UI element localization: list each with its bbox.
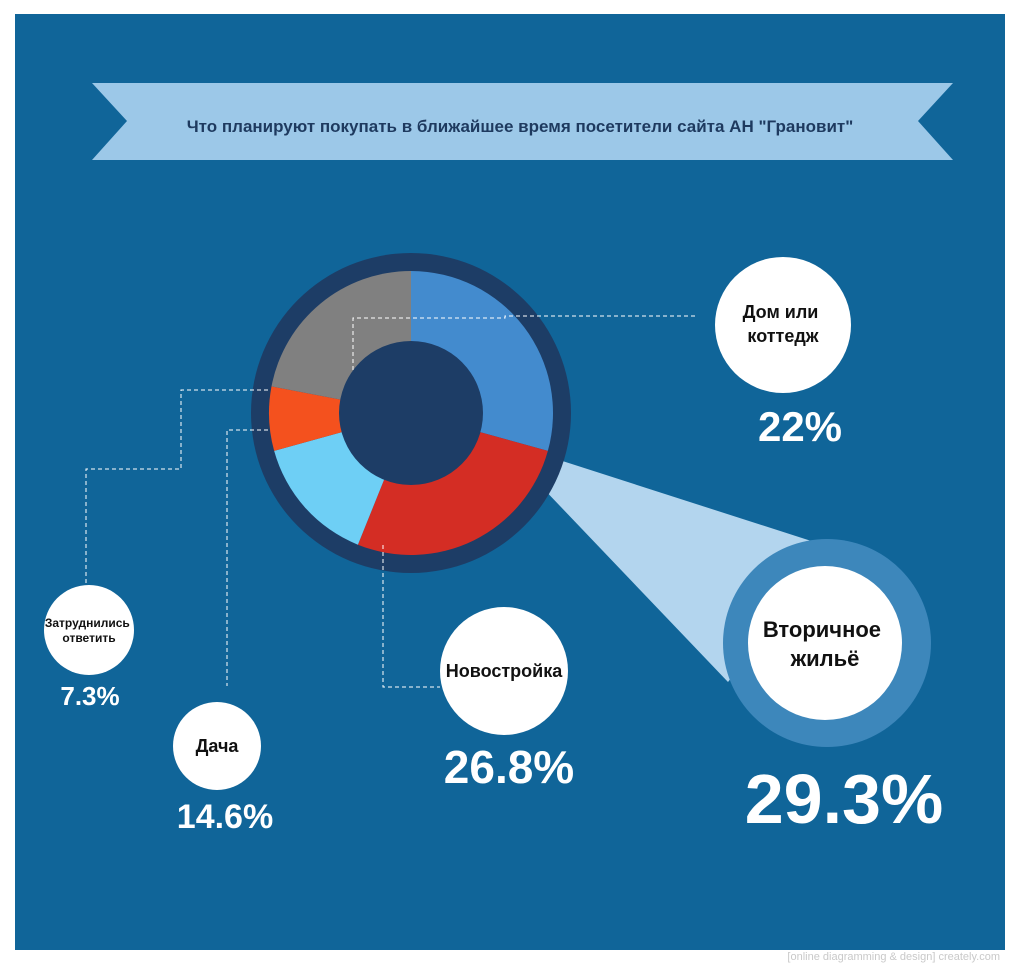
chart-title: Что планируют покупать в ближайшее время…: [187, 117, 854, 136]
leader-line-zatrud: [85, 389, 268, 585]
pct-dom: 22%: [758, 403, 842, 450]
bubble-vtor: [748, 566, 902, 720]
label-zatrud: Затруднились ответить: [45, 616, 133, 645]
bubble-dom: [715, 257, 851, 393]
label-dom: Дом или коттедж: [743, 302, 824, 346]
donut-hole: [339, 341, 483, 485]
pct-novo: 26.8%: [444, 741, 574, 793]
bubble-zatrud: [44, 585, 134, 675]
label-novo: Новостройка: [446, 661, 563, 681]
label-vtor: Вторичное жильё: [763, 617, 887, 671]
bubble-dacha: [173, 702, 261, 790]
watermark: [online diagramming & design] creately.c…: [787, 951, 1000, 963]
pct-zatrud: 7.3%: [60, 681, 119, 711]
pct-dacha: 14.6%: [177, 798, 273, 836]
bubble-novo: [440, 607, 568, 735]
title-banner: [92, 83, 953, 160]
leader-line-dacha: [226, 429, 268, 686]
leader-line-novo: [382, 545, 440, 688]
pct-vtor: 29.3%: [745, 760, 943, 838]
label-dacha: Дача: [196, 736, 240, 756]
leader-line-dom: [352, 315, 698, 370]
